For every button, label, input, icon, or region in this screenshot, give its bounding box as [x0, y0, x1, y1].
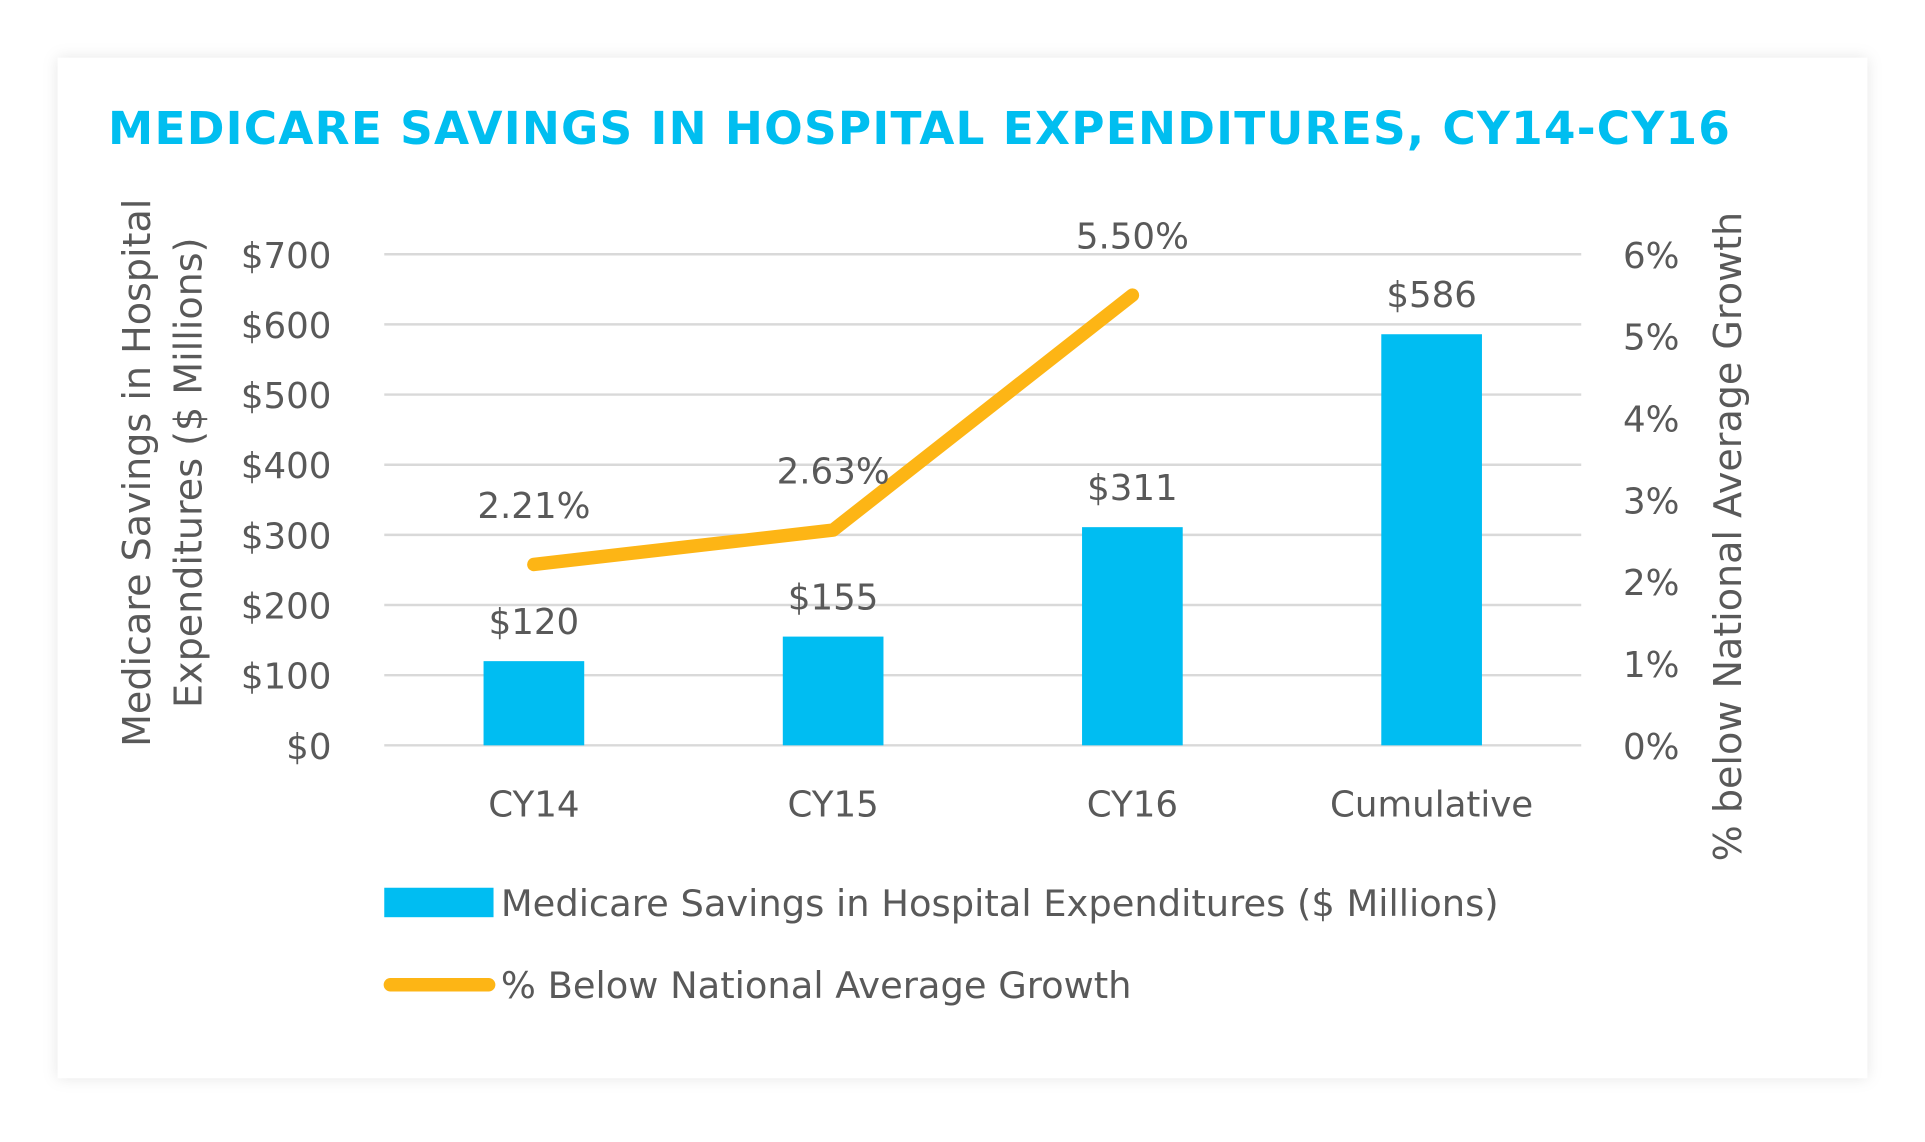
chart-card: [57, 57, 1868, 1079]
y-left-tick-label: $300: [241, 516, 332, 557]
bar: [483, 661, 585, 746]
y-right-tick-label: 6%: [1623, 236, 1679, 277]
y-left-axis-title: Medicare Savings in Hospital: [115, 199, 159, 747]
line-data-label: 2.63%: [777, 451, 890, 492]
y-right-tick-label: 1%: [1623, 645, 1679, 686]
y-left-tick-label: $500: [241, 376, 332, 417]
bar: [1082, 527, 1183, 746]
line-data-label: 2.21%: [477, 486, 590, 527]
y-left-tick-label: $100: [241, 657, 332, 698]
bar: [782, 636, 884, 746]
x-tick-label: Cumulative: [1330, 785, 1533, 826]
y-left-tick-label: $0: [286, 727, 331, 768]
bar: [1381, 334, 1482, 746]
y-left-axis-title: Expenditures ($ Millions): [166, 238, 210, 708]
y-right-axis-title: % below National Average Growth: [1706, 212, 1750, 862]
legend-swatch-bar: [384, 887, 494, 918]
bar-data-label: $155: [788, 578, 879, 619]
line-data-label: 5.50%: [1076, 217, 1189, 258]
legend-label-bar: Medicare Savings in Hospital Expenditure…: [501, 882, 1499, 925]
legend-label-line: % Below National Average Growth: [501, 964, 1132, 1007]
y-right-tick-label: 4%: [1623, 399, 1679, 440]
x-tick-label: CY16: [1087, 785, 1178, 826]
bar-data-label: $120: [489, 602, 580, 643]
x-tick-label: CY15: [788, 785, 879, 826]
y-left-tick-label: $600: [241, 306, 332, 347]
chart-title: MEDICARE SAVINGS IN HOSPITAL EXPENDITURE…: [108, 102, 1731, 155]
y-left-tick-label: $400: [241, 446, 332, 487]
y-right-tick-label: 0%: [1623, 727, 1679, 768]
bar-data-label: $311: [1087, 468, 1178, 509]
y-left-tick-label: $200: [241, 587, 332, 628]
y-left-tick-label: $700: [241, 236, 332, 277]
x-tick-label: CY14: [488, 785, 579, 826]
y-right-tick-label: 2%: [1623, 563, 1679, 604]
y-right-tick-label: 3%: [1623, 481, 1679, 522]
y-right-tick-label: 5%: [1623, 318, 1679, 359]
bar-data-label: $586: [1386, 275, 1477, 316]
